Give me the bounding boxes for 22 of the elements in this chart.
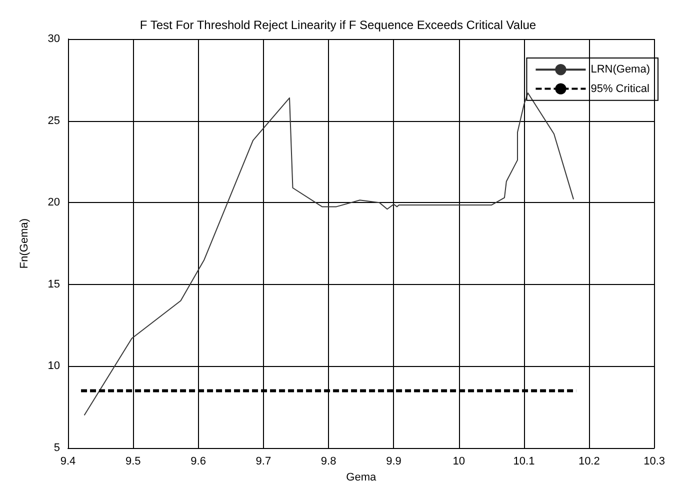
x-tick-label: 9.6	[190, 456, 206, 468]
y-tick-label: 10	[48, 360, 60, 372]
y-tick-label: 25	[48, 114, 60, 127]
legend-label: LRN(Gema)	[590, 64, 650, 76]
x-tick-label: 9.5	[125, 456, 141, 468]
x-tick-label: 9.7	[256, 456, 272, 468]
x-tick-label: 10.1	[513, 456, 535, 468]
y-tick-label: 20	[48, 196, 60, 209]
y-tick-label: 30	[48, 33, 60, 45]
x-axis-title: Gema	[346, 472, 377, 484]
x-tick-label: 9.8	[320, 456, 336, 468]
x-tick-label: 9.9	[386, 456, 402, 468]
x-tick-label: 10	[452, 456, 465, 468]
y-tick-label: 5	[54, 442, 60, 454]
x-tick-label: 9.4	[60, 456, 76, 468]
x-tick-label: 10.2	[578, 456, 600, 468]
line-series	[84, 92, 574, 416]
chart-title: F Test For Threshold Reject Linearity if F Sequence Exceeds Critical Value	[140, 18, 536, 32]
y-tick-label: 15	[48, 278, 60, 290]
x-tick-label: 10.3	[644, 456, 666, 468]
y-axis-title: Fn(Gema)	[18, 218, 30, 269]
legend-label: 95% Critical	[590, 82, 650, 95]
